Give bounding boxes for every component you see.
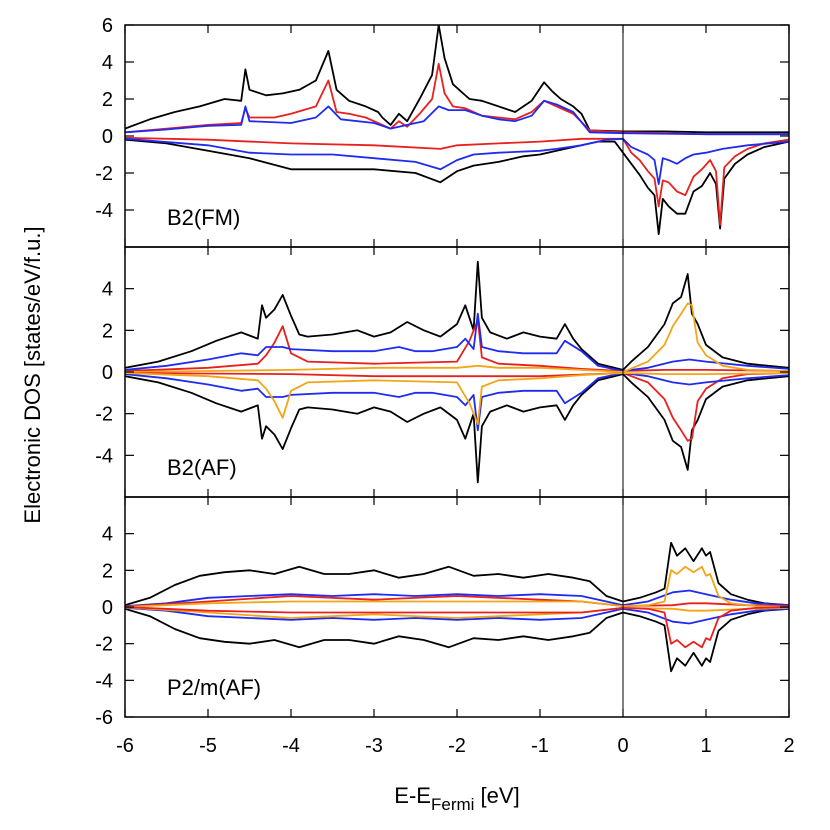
series-site_b_up: [125, 589, 789, 607]
panel-2-series: [125, 260, 789, 484]
panel-1: 6 4 2 0 -2 -4 B2(FM): [95, 15, 790, 248]
series-site_a_dn: [125, 372, 789, 442]
series-site_c_up: [125, 565, 789, 608]
y-tick-label: 6: [102, 15, 113, 37]
series-site_b_up: [125, 312, 789, 372]
series-site_c_up: [125, 302, 789, 373]
y-tick-label: 4: [102, 279, 113, 301]
panel-label: B2(FM): [167, 205, 240, 230]
x-tick-label: -6: [116, 735, 134, 757]
x-tick-label: 2: [783, 735, 794, 757]
panel-3-series: [125, 541, 789, 673]
panel-label: B2(AF): [167, 455, 237, 480]
x-tick-label: 0: [617, 735, 628, 757]
series-site_b_dn: [125, 137, 789, 186]
y-tick-label: 2: [102, 560, 113, 582]
panel-2: 4 2 0 -2 -4 B2(AF): [95, 246, 790, 498]
series-site_b_dn: [125, 372, 789, 432]
y-tick-label: -4: [95, 445, 113, 467]
series-total_up: [125, 260, 789, 371]
y-tick-label: 2: [102, 320, 113, 342]
series-total_dn: [125, 373, 789, 484]
x-tick-label: -4: [282, 735, 300, 757]
y-tick-label: -4: [95, 670, 113, 692]
x-tick-label: -3: [365, 735, 383, 757]
y-tick-label: 0: [102, 126, 113, 148]
series-total_dn: [125, 607, 789, 673]
y-tick-label: -6: [95, 707, 113, 729]
x-tick-label: 1: [700, 735, 711, 757]
panel-1-series: [125, 25, 789, 236]
panel-label: P2/m(AF): [167, 675, 261, 700]
y-tick-label: -2: [95, 404, 113, 426]
y-tick-label: 4: [102, 524, 113, 546]
x-axis-title-unit: [eV]: [474, 783, 519, 808]
y-tick-label: 0: [102, 362, 113, 384]
y-tick-label: -2: [95, 634, 113, 656]
x-axis-title: E-EFermi [eV]: [394, 783, 519, 814]
series-total_dn: [125, 138, 789, 236]
y-tick-label: -2: [95, 163, 113, 185]
y-tick-label: 2: [102, 89, 113, 111]
series-site_a_dn: [125, 606, 789, 649]
series-site_a_dn: [125, 136, 789, 226]
y-tick-label: -4: [95, 200, 113, 222]
series-site_b_up: [125, 99, 789, 136]
panels-group: 6 4 2 0 -2 -4 B2(FM) 4 2 0 -2 -4 B2(AF) 4 2 0 -2 -4 -6 P2/m…: [95, 15, 790, 729]
panel-3: 4 2 0 -2 -4 -6 P2/m(AF): [95, 496, 790, 729]
series-site_a_up: [125, 62, 789, 136]
series-site_c_dn: [125, 372, 789, 426]
x-tick-label: -5: [199, 735, 217, 757]
x-tick-labels: -6 -5 -4 -3 -2 -1 0 1 2: [116, 735, 794, 757]
y-tick-label: 0: [102, 597, 113, 619]
y-axis-title: Electronic DOS [states/eV/f.u.]: [20, 226, 45, 523]
series-total_up: [125, 541, 789, 607]
series-site_a_up: [125, 318, 789, 372]
x-tick-label: -2: [448, 735, 466, 757]
series-total_up: [125, 25, 789, 134]
y-tick-label: 4: [102, 52, 113, 74]
x-axis-title-sub: Fermi: [431, 795, 474, 814]
x-tick-label: -1: [531, 735, 549, 757]
x-axis-title-main: E-E: [394, 783, 431, 808]
series-site_b_dn: [125, 607, 789, 625]
